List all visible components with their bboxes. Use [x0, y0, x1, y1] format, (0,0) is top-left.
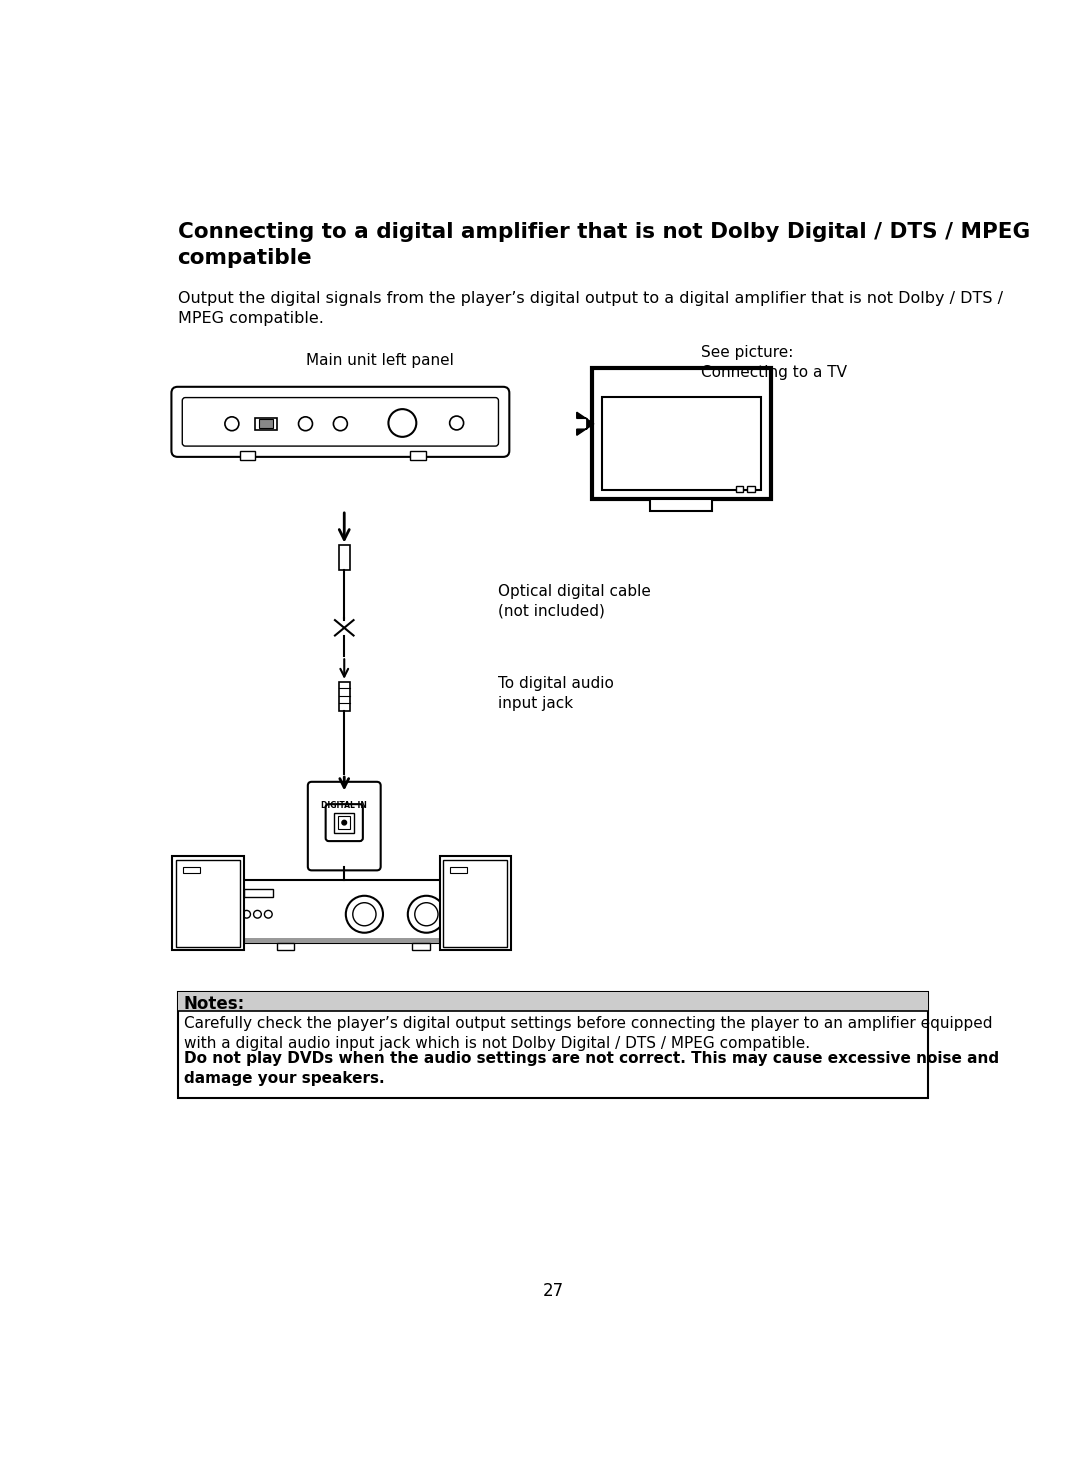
FancyBboxPatch shape — [172, 387, 510, 457]
Circle shape — [265, 910, 272, 918]
Circle shape — [460, 906, 476, 922]
FancyBboxPatch shape — [326, 804, 363, 841]
Bar — [240, 451, 255, 460]
Circle shape — [408, 896, 445, 933]
Text: Notes:: Notes: — [184, 995, 245, 1012]
Text: Carefully check the player’s digital output settings before connecting the playe: Carefully check the player’s digital out… — [184, 1015, 993, 1051]
Circle shape — [415, 903, 438, 925]
Circle shape — [346, 896, 383, 933]
Circle shape — [389, 409, 416, 437]
Text: 27: 27 — [543, 1283, 564, 1301]
Bar — [334, 813, 354, 832]
FancyBboxPatch shape — [308, 782, 380, 871]
Circle shape — [342, 820, 347, 825]
FancyArrow shape — [577, 412, 594, 436]
Bar — [255, 418, 276, 430]
Bar — [176, 860, 240, 946]
Text: Do not play DVDs when the audio settings are not correct. This may cause excessi: Do not play DVDs when the audio settings… — [184, 1051, 999, 1086]
Text: Optical digital cable
(not included): Optical digital cable (not included) — [498, 584, 650, 619]
Circle shape — [243, 910, 251, 918]
Bar — [747, 486, 755, 492]
Text: Main unit left panel: Main unit left panel — [306, 353, 454, 368]
Bar — [183, 868, 200, 873]
Bar — [413, 943, 430, 950]
Bar — [172, 856, 243, 950]
Bar — [338, 816, 350, 829]
Text: Connecting to a digital amplifier that is not Dolby Digital / DTS / MPEG
compati: Connecting to a digital amplifier that i… — [177, 222, 1030, 268]
Circle shape — [353, 903, 376, 925]
Circle shape — [225, 417, 239, 430]
FancyBboxPatch shape — [183, 398, 499, 446]
Circle shape — [449, 417, 463, 430]
Circle shape — [334, 417, 348, 430]
Text: Output the digital signals from the player’s digital output to a digital amplifi: Output the digital signals from the play… — [177, 291, 1002, 327]
Circle shape — [298, 417, 312, 430]
Bar — [650, 500, 713, 511]
Text: To digital audio
input jack: To digital audio input jack — [498, 677, 613, 711]
Bar — [276, 943, 294, 950]
Bar — [592, 368, 770, 500]
Circle shape — [254, 910, 261, 918]
Bar — [602, 396, 761, 491]
Bar — [234, 939, 486, 943]
Bar — [410, 451, 426, 460]
Bar — [234, 879, 486, 943]
Bar — [243, 888, 273, 897]
Bar — [259, 420, 273, 429]
Text: See picture:
Connecting to a TV: See picture: Connecting to a TV — [701, 346, 847, 380]
Bar — [339, 681, 350, 711]
Bar — [444, 860, 507, 946]
Bar — [735, 486, 743, 492]
Text: DIGITAL IN: DIGITAL IN — [322, 801, 367, 810]
Bar — [177, 992, 928, 1098]
Bar — [339, 545, 350, 571]
Bar — [440, 856, 511, 950]
Bar — [177, 992, 928, 1011]
Bar — [450, 868, 468, 873]
